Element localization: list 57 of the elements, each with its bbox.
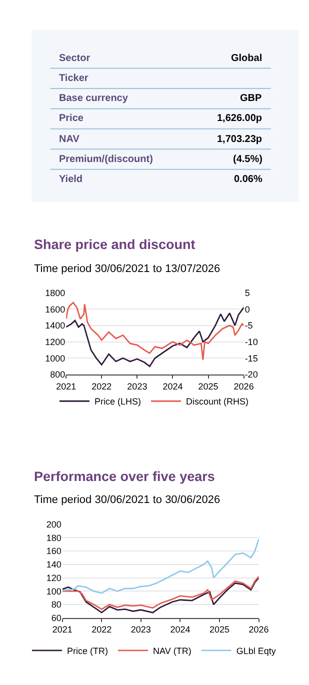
chart-title: Share price and discount bbox=[34, 237, 196, 252]
legend-label: GLbl Eqty bbox=[236, 646, 276, 656]
text: GBP bbox=[240, 93, 262, 104]
x-tick-label: 2023 bbox=[127, 381, 148, 392]
y-tick-label: 1600 bbox=[45, 304, 66, 314]
chart-subtitle: Time period 30/06/2021 to 13/07/2026 bbox=[34, 263, 220, 275]
line-series bbox=[66, 306, 244, 368]
y-tick-label: 1200 bbox=[45, 336, 66, 347]
y-tick-label: 1400 bbox=[45, 320, 66, 331]
y-tick-label: 1800 bbox=[45, 288, 66, 298]
y2-tick-label: -15 bbox=[244, 353, 258, 364]
y2-tick-label: 5 bbox=[244, 288, 250, 298]
category-label: NAV bbox=[59, 134, 80, 145]
category-label: Premium/(discount) bbox=[59, 154, 153, 165]
category-label: Base currency bbox=[59, 93, 128, 104]
x-tick-label: 2022 bbox=[92, 624, 112, 635]
text: 1,703.23p bbox=[217, 134, 262, 145]
x-tick-label: 2021 bbox=[52, 624, 72, 635]
x-tick-label: 2021 bbox=[56, 381, 76, 392]
y-tick-label: 60 bbox=[51, 613, 62, 624]
legend-label: Discount (RHS) bbox=[186, 396, 249, 407]
y-tick-label: 180 bbox=[46, 532, 62, 543]
y-tick-label: 800 bbox=[50, 370, 66, 380]
y-tick-label: 120 bbox=[46, 572, 62, 583]
y-tick-label: 1000 bbox=[45, 353, 66, 364]
line-series bbox=[62, 538, 259, 594]
x-tick-label: 2023 bbox=[130, 624, 151, 635]
y-tick-label: 80 bbox=[51, 600, 62, 610]
x-tick-label: 2026 bbox=[248, 624, 269, 635]
category-label: Sector bbox=[59, 53, 90, 64]
y2-tick-label: 0 bbox=[244, 304, 250, 314]
y2-tick-label: -5 bbox=[244, 320, 253, 331]
y2-tick-label: -10 bbox=[244, 336, 258, 347]
text: Global bbox=[231, 53, 262, 64]
legend-label: Price (LHS) bbox=[94, 396, 142, 407]
text: 0.06% bbox=[234, 174, 262, 185]
category-label: Ticker bbox=[59, 73, 88, 84]
x-tick-label: 2026 bbox=[234, 381, 254, 392]
category-label: Yield bbox=[59, 174, 83, 185]
x-tick-label: 2024 bbox=[162, 381, 183, 392]
legend-label: NAV (TR) bbox=[153, 646, 192, 656]
chart-title: Performance over five years bbox=[34, 469, 215, 484]
y-tick-label: 100 bbox=[46, 586, 62, 596]
legend-label: Price (TR) bbox=[67, 646, 108, 656]
x-tick-label: 2025 bbox=[198, 381, 218, 392]
chart-subtitle: Time period 30/06/2021 to 30/06/2026 bbox=[34, 494, 220, 506]
x-tick-label: 2024 bbox=[170, 624, 190, 635]
x-tick-label: 2025 bbox=[209, 624, 230, 635]
y-tick-label: 140 bbox=[46, 560, 62, 570]
category-label: Price bbox=[59, 113, 84, 124]
y-tick-label: 160 bbox=[46, 546, 62, 556]
line-series bbox=[66, 302, 244, 361]
text: (4.5%) bbox=[233, 154, 262, 165]
y-tick-label: 200 bbox=[46, 519, 62, 530]
text: 1,626.00p bbox=[217, 113, 262, 124]
y2-tick-label: -20 bbox=[244, 370, 258, 380]
x-tick-label: 2022 bbox=[92, 381, 112, 392]
